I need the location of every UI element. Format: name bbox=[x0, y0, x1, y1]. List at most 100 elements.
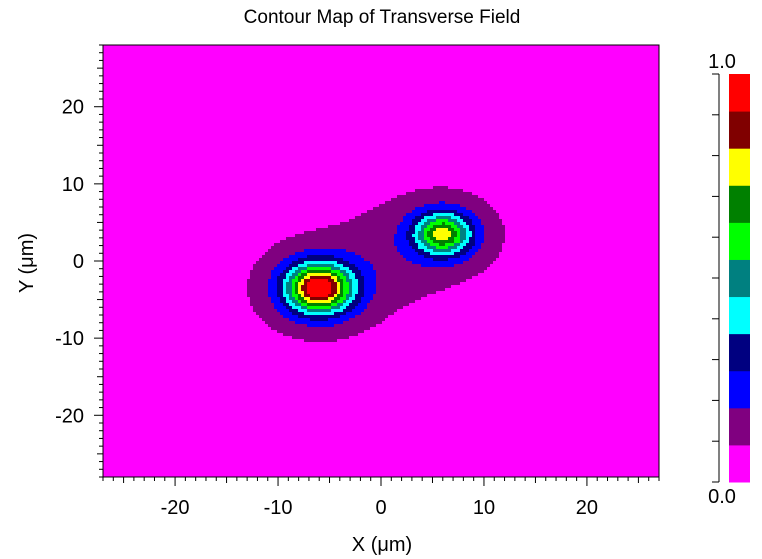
contour-band-level-4 bbox=[343, 303, 349, 306]
contour-band-level-8 bbox=[328, 297, 334, 300]
contour-band-level-2 bbox=[448, 258, 469, 261]
contour-band-level-2 bbox=[394, 243, 409, 246]
contour-band-level-3 bbox=[460, 249, 469, 252]
contour-band-level-1 bbox=[445, 201, 487, 204]
contour-band-level-3 bbox=[412, 219, 421, 222]
contour-band-level-5 bbox=[307, 309, 331, 312]
contour-band-level-1 bbox=[253, 306, 274, 309]
contour-band-level-4 bbox=[346, 300, 352, 303]
contour-band-level-6 bbox=[343, 291, 349, 294]
contour-band-level-1 bbox=[370, 300, 415, 303]
contour-band-level-7 bbox=[295, 285, 298, 288]
contour-band-level-8 bbox=[304, 276, 310, 279]
y-tick-label: -20 bbox=[55, 405, 84, 427]
contour-band-level-1 bbox=[376, 270, 484, 273]
contour-band-level-7 bbox=[301, 300, 307, 303]
contour-band-level-6 bbox=[292, 279, 298, 282]
contour-band-level-3 bbox=[427, 210, 457, 213]
contour-band-level-3 bbox=[349, 303, 358, 306]
contour-band-level-8 bbox=[433, 234, 451, 237]
contour-band-level-6 bbox=[424, 237, 430, 240]
contour-band-level-3 bbox=[277, 276, 286, 279]
contour-band-level-3 bbox=[412, 246, 418, 249]
contour-band-level-8 bbox=[436, 237, 448, 240]
contour-band-level-1 bbox=[256, 312, 280, 315]
contour-band-level-1 bbox=[247, 294, 268, 297]
contour-band-level-2 bbox=[355, 264, 373, 267]
contour-band-level-1 bbox=[460, 204, 490, 207]
contour-band-level-1 bbox=[433, 186, 448, 189]
contour-band-level-3 bbox=[286, 306, 292, 309]
colorbar-swatch bbox=[729, 222, 750, 260]
contour-band-level-7 bbox=[430, 237, 436, 240]
colorbar-swatch bbox=[729, 407, 750, 446]
contour-band-level-2 bbox=[268, 282, 277, 285]
contour-band-level-2 bbox=[397, 231, 406, 234]
contour-band-level-4 bbox=[418, 222, 424, 225]
contour-band-level-1 bbox=[481, 219, 502, 222]
contour-band-level-4 bbox=[457, 246, 463, 249]
contour-band-level-1 bbox=[253, 309, 277, 312]
contour-band-level-1 bbox=[250, 270, 271, 273]
contour-band-level-1 bbox=[256, 261, 280, 264]
contour-band-level-8 bbox=[436, 228, 448, 231]
contour-band-level-3 bbox=[469, 228, 475, 231]
contour-band-level-1 bbox=[346, 249, 397, 252]
contour-band-level-3 bbox=[409, 240, 415, 243]
contour-band-level-1 bbox=[481, 222, 502, 225]
contour-band-level-4 bbox=[415, 237, 418, 240]
contour-band-level-2 bbox=[271, 270, 283, 273]
contour-band-level-1 bbox=[373, 264, 421, 267]
contour-band-level-5 bbox=[457, 225, 463, 228]
contour-band-level-8 bbox=[298, 288, 301, 291]
contour-band-level-2 bbox=[403, 255, 424, 258]
contour-band-level-2 bbox=[283, 258, 298, 261]
contour-band-level-4 bbox=[349, 297, 355, 300]
contour-band-level-2 bbox=[364, 276, 376, 279]
contour-band-level-2 bbox=[403, 219, 412, 222]
contour-band-level-5 bbox=[349, 288, 352, 291]
contour-band-level-4 bbox=[424, 249, 433, 252]
contour-band-level-5 bbox=[286, 282, 292, 285]
contour-band-level-2 bbox=[328, 318, 349, 321]
contour-band-level-1 bbox=[481, 246, 502, 249]
contour-band-level-2 bbox=[268, 279, 277, 282]
contour-band-level-4 bbox=[451, 249, 460, 252]
contour-band-level-1 bbox=[484, 231, 505, 234]
contour-band-level-2 bbox=[280, 261, 292, 264]
contour-band-level-4 bbox=[292, 267, 298, 270]
contour-band-level-7 bbox=[298, 297, 304, 300]
contour-band-level-5 bbox=[289, 276, 295, 279]
contour-band-level-5 bbox=[292, 300, 298, 303]
contour-band-level-2 bbox=[277, 264, 289, 267]
contour-band-level-6 bbox=[454, 228, 460, 231]
contour-band-level-5 bbox=[289, 294, 292, 297]
contour-band-level-2 bbox=[406, 258, 433, 261]
contour-band-level-4 bbox=[430, 252, 454, 255]
contour-band-level-2 bbox=[424, 204, 460, 207]
colorbar-max-label: 1.0 bbox=[708, 51, 736, 73]
contour-band-level-10 bbox=[307, 285, 331, 288]
contour-band-level-7 bbox=[430, 228, 436, 231]
contour-band-level-7 bbox=[337, 279, 343, 282]
contour-band-level-2 bbox=[412, 210, 427, 213]
contour-band-level-5 bbox=[448, 246, 457, 249]
contour-band-level-7 bbox=[337, 276, 340, 279]
contour-band-level-3 bbox=[355, 273, 361, 276]
contour-band-level-5 bbox=[337, 303, 343, 306]
contour-band-level-5 bbox=[349, 282, 352, 285]
contour-band-level-4 bbox=[433, 213, 454, 216]
contour-band-level-1 bbox=[376, 279, 466, 282]
contour-band-level-2 bbox=[469, 216, 478, 219]
contour-band-level-2 bbox=[460, 255, 472, 258]
contour-band-level-8 bbox=[298, 291, 304, 294]
contour-band-level-4 bbox=[466, 228, 469, 231]
contour-band-level-9 bbox=[304, 294, 310, 297]
contour-band-level-2 bbox=[307, 324, 334, 327]
contour-band-level-2 bbox=[346, 312, 361, 315]
y-tick-label: 10 bbox=[62, 174, 84, 196]
contour-band-level-10 bbox=[307, 288, 331, 291]
contour-band-level-2 bbox=[364, 285, 376, 288]
contour-band-level-4 bbox=[286, 273, 292, 276]
